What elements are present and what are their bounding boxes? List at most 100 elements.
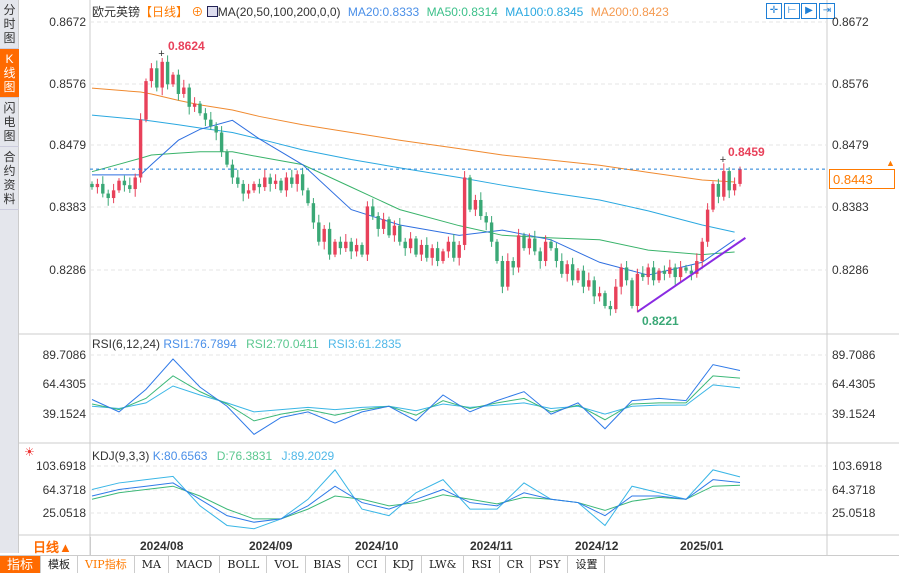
k-value: K:80.6563 [152,449,208,463]
tab-cci[interactable]: CCI [349,556,386,573]
tab-lw[interactable]: LW& [422,556,465,573]
kdj-label[interactable]: KDJ(9,3,3) [92,449,150,463]
zoom-range-icon[interactable]: ⊢ [784,3,800,19]
candle-up [732,183,737,191]
candle-up [284,177,289,191]
candle-down [727,171,731,191]
candle-up [333,241,337,255]
tab-psy[interactable]: PSY [531,556,569,573]
kdj-tick-right: 64.3718 [832,483,876,497]
tab-macd[interactable]: MACD [169,556,221,573]
sidebar: 分时图 K线图 闪电图 合约资料 [0,0,19,553]
candle-up [144,81,148,120]
rsi1-line [91,358,741,436]
play-icon[interactable]: ▶ [801,3,817,19]
tab-cr[interactable]: CR [500,556,532,573]
candle-up [182,87,186,94]
candle-down [311,203,316,223]
tab-templates[interactable]: 模板 [41,556,79,573]
candle-down [376,216,380,229]
tab-indicators[interactable]: 指标 [0,556,42,573]
candle-up [171,74,175,85]
j-value: J:89.2029 [281,449,335,463]
candle-down [241,183,245,194]
ma50-line [91,151,735,256]
candle-down [452,241,456,258]
settings-sun-icon[interactable]: ☀ [24,445,35,459]
price-tick: 0.8383 [49,200,86,214]
candle-down [290,177,294,184]
sidebar-item-contract-info[interactable]: 合约资料 [0,147,19,210]
arrow-up-icon[interactable]: ▲ [886,158,895,168]
tab-boll[interactable]: BOLL [220,556,268,573]
sidebar-item-kline[interactable]: K线图 [0,49,19,98]
candle-up [543,241,548,262]
price-tick-right: 0.8286 [832,263,869,277]
date-label: 2025/01 [680,539,724,553]
candle-up [252,183,256,191]
indicator-icon[interactable] [206,6,218,17]
candle-up [738,169,742,184]
indicator-tabs: 指标 模板 VIP指标 MA MACD BOLL VOL BIAS CCI KD… [0,555,899,573]
candle-down [371,206,375,217]
candle-up [506,261,510,287]
candle-up [263,177,267,188]
candle-down [651,267,656,281]
tab-ma[interactable]: MA [135,556,169,573]
ma200-line [91,87,735,183]
kdj-tick: 103.6918 [35,459,86,473]
candle-down [317,222,321,242]
add-icon[interactable]: ⊕ [191,5,204,19]
candle-down [236,177,240,184]
ma100-value: MA100:0.8345 [505,5,584,19]
tab-vol[interactable]: VOL [267,556,307,573]
tab-bias[interactable]: BIAS [306,556,350,573]
rsi-tick-right: 39.1524 [832,407,876,421]
rsi-legend: RSI(6,12,24) RSI1:76.7894 RSI2:70.0411 R… [92,337,401,351]
candle-down [522,235,526,249]
candle-down [624,267,629,281]
candle-down [360,244,364,255]
exit-icon[interactable]: ⇥ [819,3,835,19]
candle-up [95,183,100,188]
symbol-name: 欧元英镑 [92,5,141,19]
tab-settings[interactable]: 设置 [568,556,606,573]
ma-label[interactable]: MA(20,50,100,200,0,0) [217,5,341,19]
candle-up [246,190,251,194]
candle-down [630,280,634,306]
candle-down [176,74,181,94]
date-label: 2024/08 [140,539,184,553]
candle-down [581,270,586,287]
candle-up [722,171,726,197]
candle-down [484,216,488,223]
crosshair-icon[interactable]: ✛ [766,3,782,19]
candle-down [387,219,391,236]
price-tick-right: 0.8672 [832,15,869,29]
candle-up [149,68,154,82]
price-tick: 0.8672 [49,15,86,29]
rsi-label[interactable]: RSI(6,12,24) [92,337,161,351]
candle-down [603,293,607,306]
sidebar-item-timeshare[interactable]: 分时图 [0,0,19,49]
candle-up [344,241,348,249]
candle-down [479,199,483,217]
candle-up [133,177,137,190]
candle-up [678,267,683,278]
sidebar-item-flash[interactable]: 闪电图 [0,98,19,147]
candle-down [554,248,559,262]
candle-up [160,61,164,88]
candle-down [268,177,272,184]
candle-up [711,183,715,210]
candle-up [587,280,591,287]
period-selector[interactable]: 日线▲ [19,537,91,555]
d-value: D:76.3831 [216,449,273,463]
candle-down [209,119,213,127]
candle-down [511,261,515,268]
tab-kdj[interactable]: KDJ [386,556,422,573]
tab-rsi[interactable]: RSI [464,556,500,573]
tab-vip-indicators[interactable]: VIP指标 [78,556,135,573]
kdj-tick: 25.0518 [42,506,86,520]
candle-down [90,183,94,188]
price-tick: 0.8286 [49,263,86,277]
